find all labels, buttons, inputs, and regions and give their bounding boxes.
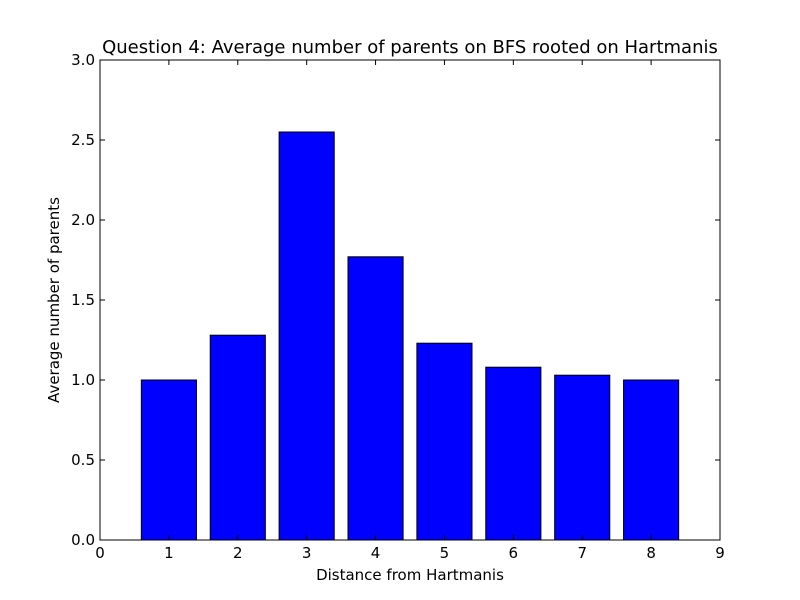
bar-7 [554,374,611,541]
bar-1 [140,379,197,541]
x-tick-label-1: 1 [164,544,174,562]
x-axis-label: Distance from Hartmanis [316,566,504,584]
y-tick-label-3.0: 3.0 [71,51,95,69]
x-tick-label-3: 3 [302,544,312,562]
x-tick-label-9: 9 [715,544,725,562]
x-tick-label-8: 8 [646,544,656,562]
y-tick-label-0.5: 0.5 [71,451,95,469]
y-tick-label-2.5: 2.5 [71,131,95,149]
x-tick-label-2: 2 [233,544,243,562]
bar-4 [347,256,404,541]
plot-frame [99,59,721,541]
y-tick-label-1.5: 1.5 [71,291,95,309]
y-tick-label-0.0: 0.0 [71,531,95,549]
x-tick-label-0: 0 [95,544,105,562]
x-tick-label-6: 6 [509,544,519,562]
chart-title: Question 4: Average number of parents on… [102,37,718,58]
x-tick-label-7: 7 [577,544,587,562]
bar-5 [416,342,473,541]
x-tick-label-5: 5 [440,544,450,562]
y-tick-label-1.0: 1.0 [71,371,95,389]
bar-2 [209,334,266,541]
bars-group [140,131,680,541]
bar-3 [278,131,335,541]
x-tick-label-4: 4 [371,544,381,562]
y-tick-label-2.0: 2.0 [71,211,95,229]
y-axis-label: Average number of parents [45,197,63,403]
bar-8 [623,379,680,541]
bar-6 [485,366,542,541]
